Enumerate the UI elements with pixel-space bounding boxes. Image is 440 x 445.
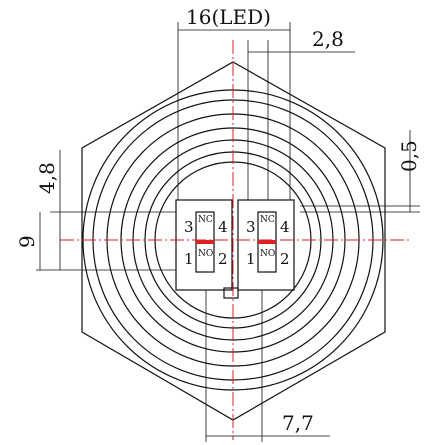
dim-label: 0,5 — [397, 140, 421, 172]
switch-right — [237, 199, 295, 291]
terminal: NO — [260, 249, 275, 259]
dim-label: 7,7 — [282, 411, 314, 435]
dim-label: 4,8 — [35, 162, 59, 194]
terminal: 2 — [280, 250, 290, 268]
terminal: 4 — [280, 218, 290, 236]
switches: 3 NC 4 1 NO 2 3 NC 4 1 NO 2 — [175, 199, 295, 299]
terminal: 1 — [184, 250, 194, 268]
dimensions: 16(LED) 2,8 0,5 4,8 9 7,7 — [15, 5, 421, 442]
terminal: 1 — [246, 250, 256, 268]
terminal: 3 — [246, 218, 256, 236]
terminal: NC — [198, 215, 213, 225]
dim-label: 2,8 — [312, 27, 344, 51]
terminal: 4 — [218, 218, 228, 236]
terminal: 3 — [184, 218, 194, 236]
terminal: NO — [198, 249, 213, 259]
tab — [223, 287, 239, 299]
terminal: NC — [260, 215, 275, 225]
terminal: 2 — [218, 250, 228, 268]
switch-left — [175, 199, 233, 291]
dim-label: 9 — [15, 235, 39, 248]
center-lines — [60, 40, 410, 440]
dim-label: 16(LED) — [186, 5, 271, 29]
